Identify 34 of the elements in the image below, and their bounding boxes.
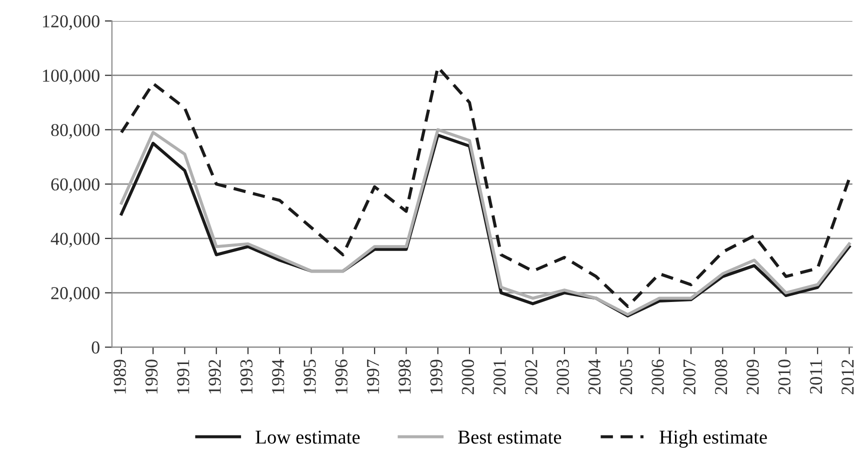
y-tick-label: 80,000 <box>51 124 100 139</box>
x-tick-label: 1999 <box>430 360 442 394</box>
x-tick-label: 1990 <box>145 360 158 394</box>
x-tick-label: 1995 <box>304 360 316 394</box>
x-tick-label: 1992 <box>208 360 221 394</box>
legend-label: High estimate <box>660 430 767 448</box>
legend-label: Best estimate <box>458 430 562 444</box>
x-tick-label: 1991 <box>177 360 190 394</box>
y-tick-label: 60,000 <box>51 178 100 194</box>
x-tick-label: 2002 <box>525 360 538 394</box>
y-tick-label: 20,000 <box>51 287 100 302</box>
y-tick-label: 120,000 <box>43 15 100 30</box>
x-tick-label: 2005 <box>620 360 632 394</box>
y-tick-label: 40,000 <box>50 232 100 248</box>
x-tick-label: 2004 <box>588 359 601 394</box>
x-tick-label: 2012 <box>842 360 854 394</box>
y-tick-label: 100,000 <box>43 70 100 84</box>
x-tick-label: 1993 <box>240 360 253 394</box>
x-tick-label: 2008 <box>714 360 728 394</box>
x-tick-label: 1989 <box>114 360 126 394</box>
x-tick-label: 2001 <box>493 360 506 394</box>
x-tick-label: 2006 <box>652 360 664 394</box>
y-tick-label: 0 <box>92 341 100 354</box>
x-tick-label: 1996 <box>335 360 348 394</box>
x-tick-label: 2003 <box>556 360 569 394</box>
x-tick-label: 1997 <box>366 359 380 394</box>
x-tick-label: 2007 <box>683 359 696 394</box>
x-tick-label: 2009 <box>746 360 759 394</box>
legend-label: Low estimate <box>256 430 360 444</box>
x-tick-label: 2000 <box>462 360 474 394</box>
x-tick-label: 1994 <box>272 359 284 394</box>
x-tick-label: 1998 <box>398 360 411 394</box>
x-tick-label: 2010 <box>778 360 790 394</box>
x-tick-label: 2011 <box>810 360 822 394</box>
